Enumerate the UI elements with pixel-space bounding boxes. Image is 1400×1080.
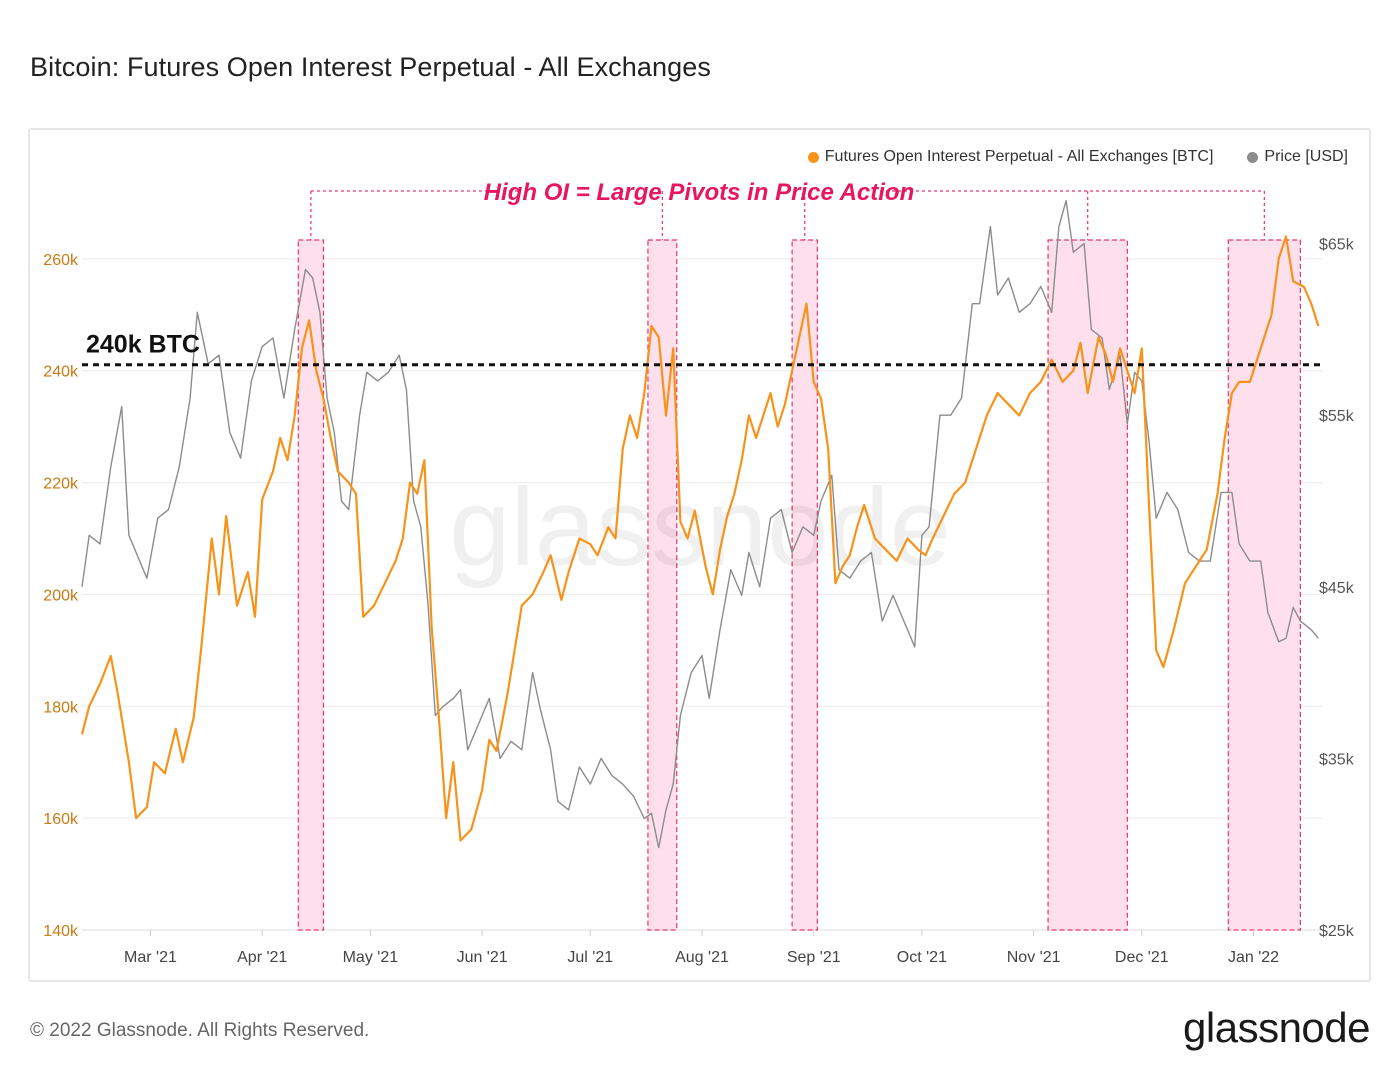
y-right-tick-label: $65k xyxy=(1319,237,1355,254)
y-right-tick-label: $55k xyxy=(1319,408,1355,425)
legend-item-oi[interactable]: Futures Open Interest Perpetual - All Ex… xyxy=(807,148,1214,166)
watermark: glassnode xyxy=(449,466,951,589)
y-right-tick-label: $45k xyxy=(1319,580,1355,597)
grid-lines xyxy=(82,258,1322,931)
x-axis: Mar '21 Apr '21 May '21 Jun '21 Jul '21 Aug '… xyxy=(124,930,1279,966)
y-left-tick-label: 200k xyxy=(43,587,79,604)
oi-series-line xyxy=(80,235,1320,842)
y-left-tick-label: 180k xyxy=(43,699,79,716)
legend-item-price[interactable]: Price [USD] xyxy=(1247,148,1348,166)
highlight-zone xyxy=(297,239,325,931)
x-tick-label: Sep '21 xyxy=(787,949,841,966)
y-right-tick-label: $25k xyxy=(1319,923,1355,940)
page-title: Bitcoin: Futures Open Interest Perpetual… xyxy=(30,52,711,82)
x-tick-label: Jan '22 xyxy=(1228,949,1279,966)
x-tick-label: Dec '21 xyxy=(1115,949,1169,966)
threshold-line: 240k BTC xyxy=(82,331,1322,367)
annotation-group: High OI = Large Pivots in Price Action xyxy=(310,179,1265,240)
x-tick-label: Aug '21 xyxy=(675,949,729,966)
highlight-zones xyxy=(297,239,1301,931)
price-series-line xyxy=(81,200,1319,849)
highlight-zone xyxy=(1047,239,1128,931)
x-tick-label: Oct '21 xyxy=(897,949,947,966)
x-tick-label: Jul '21 xyxy=(567,949,613,966)
dot-icon xyxy=(807,151,819,163)
legend-label-oi: Futures Open Interest Perpetual - All Ex… xyxy=(824,148,1214,165)
glassnode-logo[interactable]: glassnode xyxy=(1183,1004,1370,1051)
y-left-tick-label: 240k xyxy=(43,364,79,381)
annotation-headline: High OI = Large Pivots in Price Action xyxy=(484,179,915,206)
series-lines xyxy=(80,200,1320,849)
y-axis-left: 140k 160k 180k 200k 220k 240k 260k xyxy=(43,252,79,940)
chart-card xyxy=(28,128,1371,982)
y-left-tick-label: 220k xyxy=(43,476,79,493)
x-tick-label: Mar '21 xyxy=(124,949,177,966)
x-tick-label: Jun '21 xyxy=(457,949,508,966)
y-axis-right: $25k $35k $45k $55k $65k xyxy=(1319,237,1355,940)
y-left-tick-label: 140k xyxy=(43,923,79,940)
y-left-tick-label: 260k xyxy=(43,252,79,269)
copyright-text: © 2022 Glassnode. All Rights Reserved. xyxy=(30,1020,370,1041)
x-tick-label: Nov '21 xyxy=(1007,949,1061,966)
y-left-tick-label: 160k xyxy=(43,811,79,828)
dot-icon xyxy=(1247,151,1259,163)
threshold-label: 240k BTC xyxy=(86,331,200,359)
legend: Futures Open Interest Perpetual - All Ex… xyxy=(807,148,1348,166)
y-right-tick-label: $35k xyxy=(1319,751,1355,768)
x-tick-label: May '21 xyxy=(343,949,399,966)
x-tick-label: Apr '21 xyxy=(237,949,287,966)
legend-label-price: Price [USD] xyxy=(1264,148,1348,165)
